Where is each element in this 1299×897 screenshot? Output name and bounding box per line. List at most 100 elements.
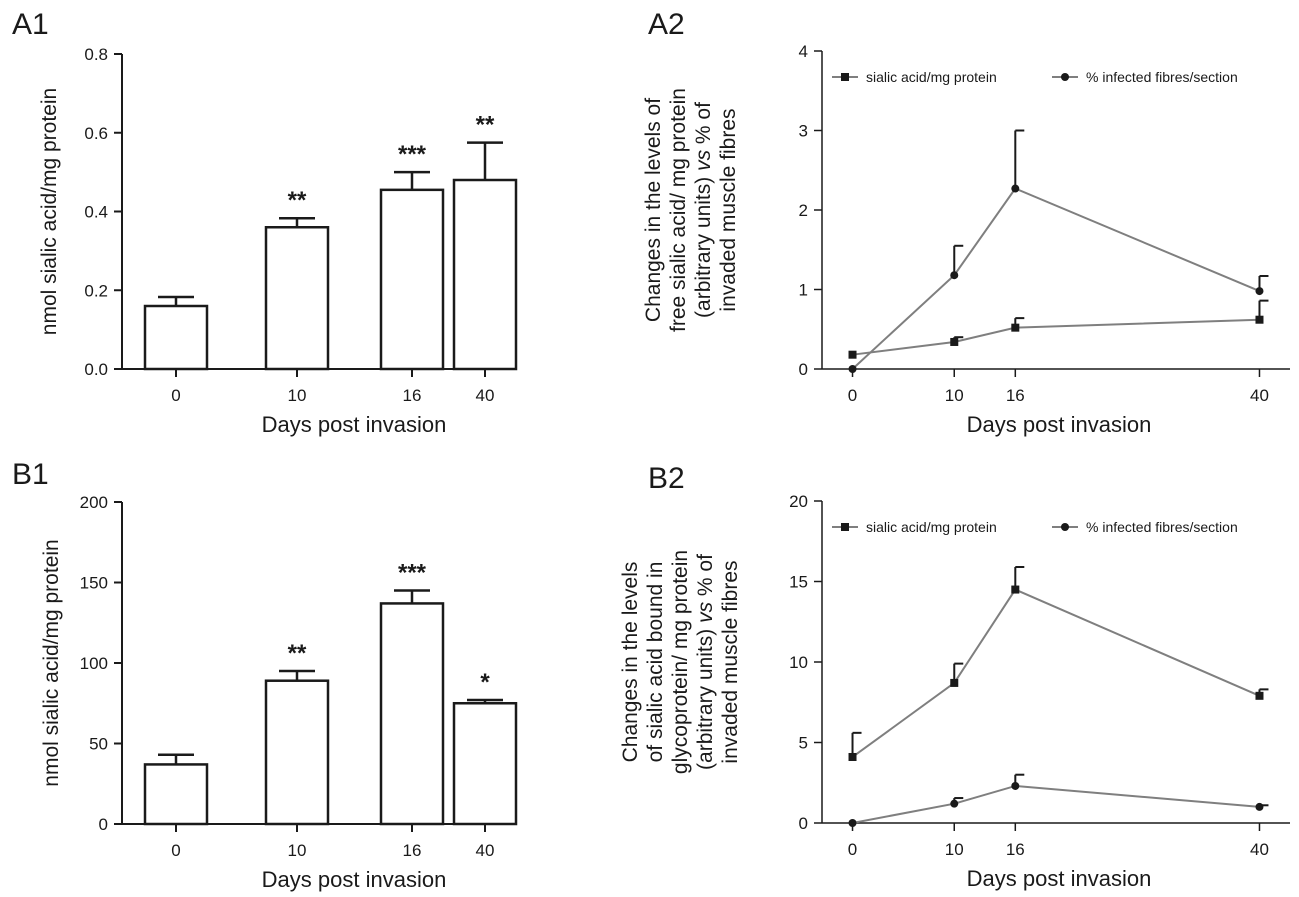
y-tick-label: 100 [80,654,108,673]
series-line [853,189,1260,369]
data-point [849,753,857,761]
y-tick-label: 0.8 [84,45,108,64]
x-tick-label: 0 [848,840,857,859]
x-tick-label: 40 [1250,840,1269,859]
data-point [1011,324,1019,332]
data-point [950,338,958,346]
bar [145,764,207,824]
x-axis-label: Days post invasion [262,867,447,892]
data-point [1011,586,1019,594]
legend-marker [841,523,849,531]
y-tick-label: 0.0 [84,360,108,379]
y-tick-label: 20 [789,492,808,511]
y-axis-label: nmol sialic acid/mg protein [40,539,63,786]
y-tick-label: 0 [99,815,108,834]
x-tick-label: 40 [476,841,495,860]
significance-label: *** [398,560,427,587]
x-tick-label: 10 [945,386,964,405]
legend-label: sialic acid/mg protein [866,519,997,535]
series-line [853,786,1260,823]
panel-label-b1: B1 [12,458,49,491]
legend-label: sialic acid/mg protein [866,69,997,85]
x-axis-label: Days post invasion [967,866,1152,891]
x-tick-label: 10 [288,841,307,860]
series-line [853,590,1260,757]
y-tick-label: 200 [80,493,108,512]
y-axis-label-line: (arbitrary units) vs % of [694,554,717,770]
x-tick-label: 16 [1006,386,1025,405]
significance-label: ** [288,187,307,214]
x-tick-label: 0 [171,841,180,860]
y-tick-label: 15 [789,573,808,592]
y-tick-label: 0 [799,814,808,833]
y-axis-label-line: glycoprotein/ mg protein [669,550,692,774]
data-point [849,365,857,373]
y-axis-label-line: of sialic acid bound in [644,562,667,763]
x-tick-label: 40 [1250,386,1269,405]
data-point [849,351,857,359]
data-point [950,271,958,279]
legend-marker [841,73,849,81]
bar [381,190,443,369]
chart-b2: 0 5 10 15 20 0 10 16 40 sialic acid/mg protein % i… [619,492,1290,891]
data-point [950,679,958,687]
data-point [849,819,857,827]
legend-label: % infected fibres/section [1086,69,1238,85]
x-tick-label: 40 [476,386,495,405]
x-axis-label: Days post invasion [262,412,447,437]
x-tick-label: 0 [848,386,857,405]
chart-a1: 0.0 0.2 0.4 0.6 0.8 0 ** 10 *** 16 ** 40 Days post i… [38,45,516,437]
x-tick-label: 16 [403,841,422,860]
y-tick-label: 2 [799,201,808,220]
data-point [1255,692,1263,700]
bar [381,603,443,824]
x-tick-label: 10 [288,386,307,405]
data-point [1255,316,1263,324]
y-tick-label: 4 [799,42,808,61]
x-axis-label: Days post invasion [967,412,1152,437]
bar [454,180,516,369]
y-axis-label-line: Changes in the levels [619,562,642,763]
data-point [1011,782,1019,790]
bar [454,703,516,824]
x-tick-label: 0 [171,386,180,405]
bar [266,681,328,824]
significance-label: *** [398,141,427,168]
panel-label-b2: B2 [648,462,685,495]
data-point [1255,803,1263,811]
data-point [950,800,958,808]
bar [266,227,328,369]
y-tick-label: 50 [89,735,108,754]
y-tick-label: 0 [799,360,808,379]
y-tick-label: 150 [80,574,108,593]
y-tick-label: 0.6 [84,124,108,143]
y-axis-label: nmol sialic acid/mg protein [38,88,61,335]
y-tick-label: 0.2 [84,281,108,300]
y-tick-label: 1 [799,281,808,300]
y-axis-label-line: free sialic acid/ mg protein [667,88,690,332]
legend-marker [1061,73,1069,81]
x-tick-label: 16 [1006,840,1025,859]
significance-label: ** [288,640,307,667]
y-axis-label-line: Changes in the levels of [642,98,665,322]
panel-label-a1: A1 [12,8,49,41]
x-tick-label: 16 [403,386,422,405]
x-tick-label: 10 [945,840,964,859]
chart-b1: 0 50 100 150 200 0 ** 10 *** 16 * 40 Days post invas… [40,493,516,892]
legend-marker [1061,523,1069,531]
bar [145,306,207,369]
y-tick-label: 0.4 [84,203,108,222]
significance-label: ** [476,112,495,139]
y-axis-label-line: invaded muscle fibres [719,560,742,763]
y-tick-label: 10 [789,653,808,672]
data-point [1011,185,1019,193]
y-axis-label-line: (arbitrary units) vs % of [692,102,715,318]
y-axis-label-line: invaded muscle fibres [717,108,740,311]
y-tick-label: 5 [799,734,808,753]
panel-label-a2: A2 [648,8,685,41]
significance-label: * [480,669,490,696]
data-point [1255,287,1263,295]
